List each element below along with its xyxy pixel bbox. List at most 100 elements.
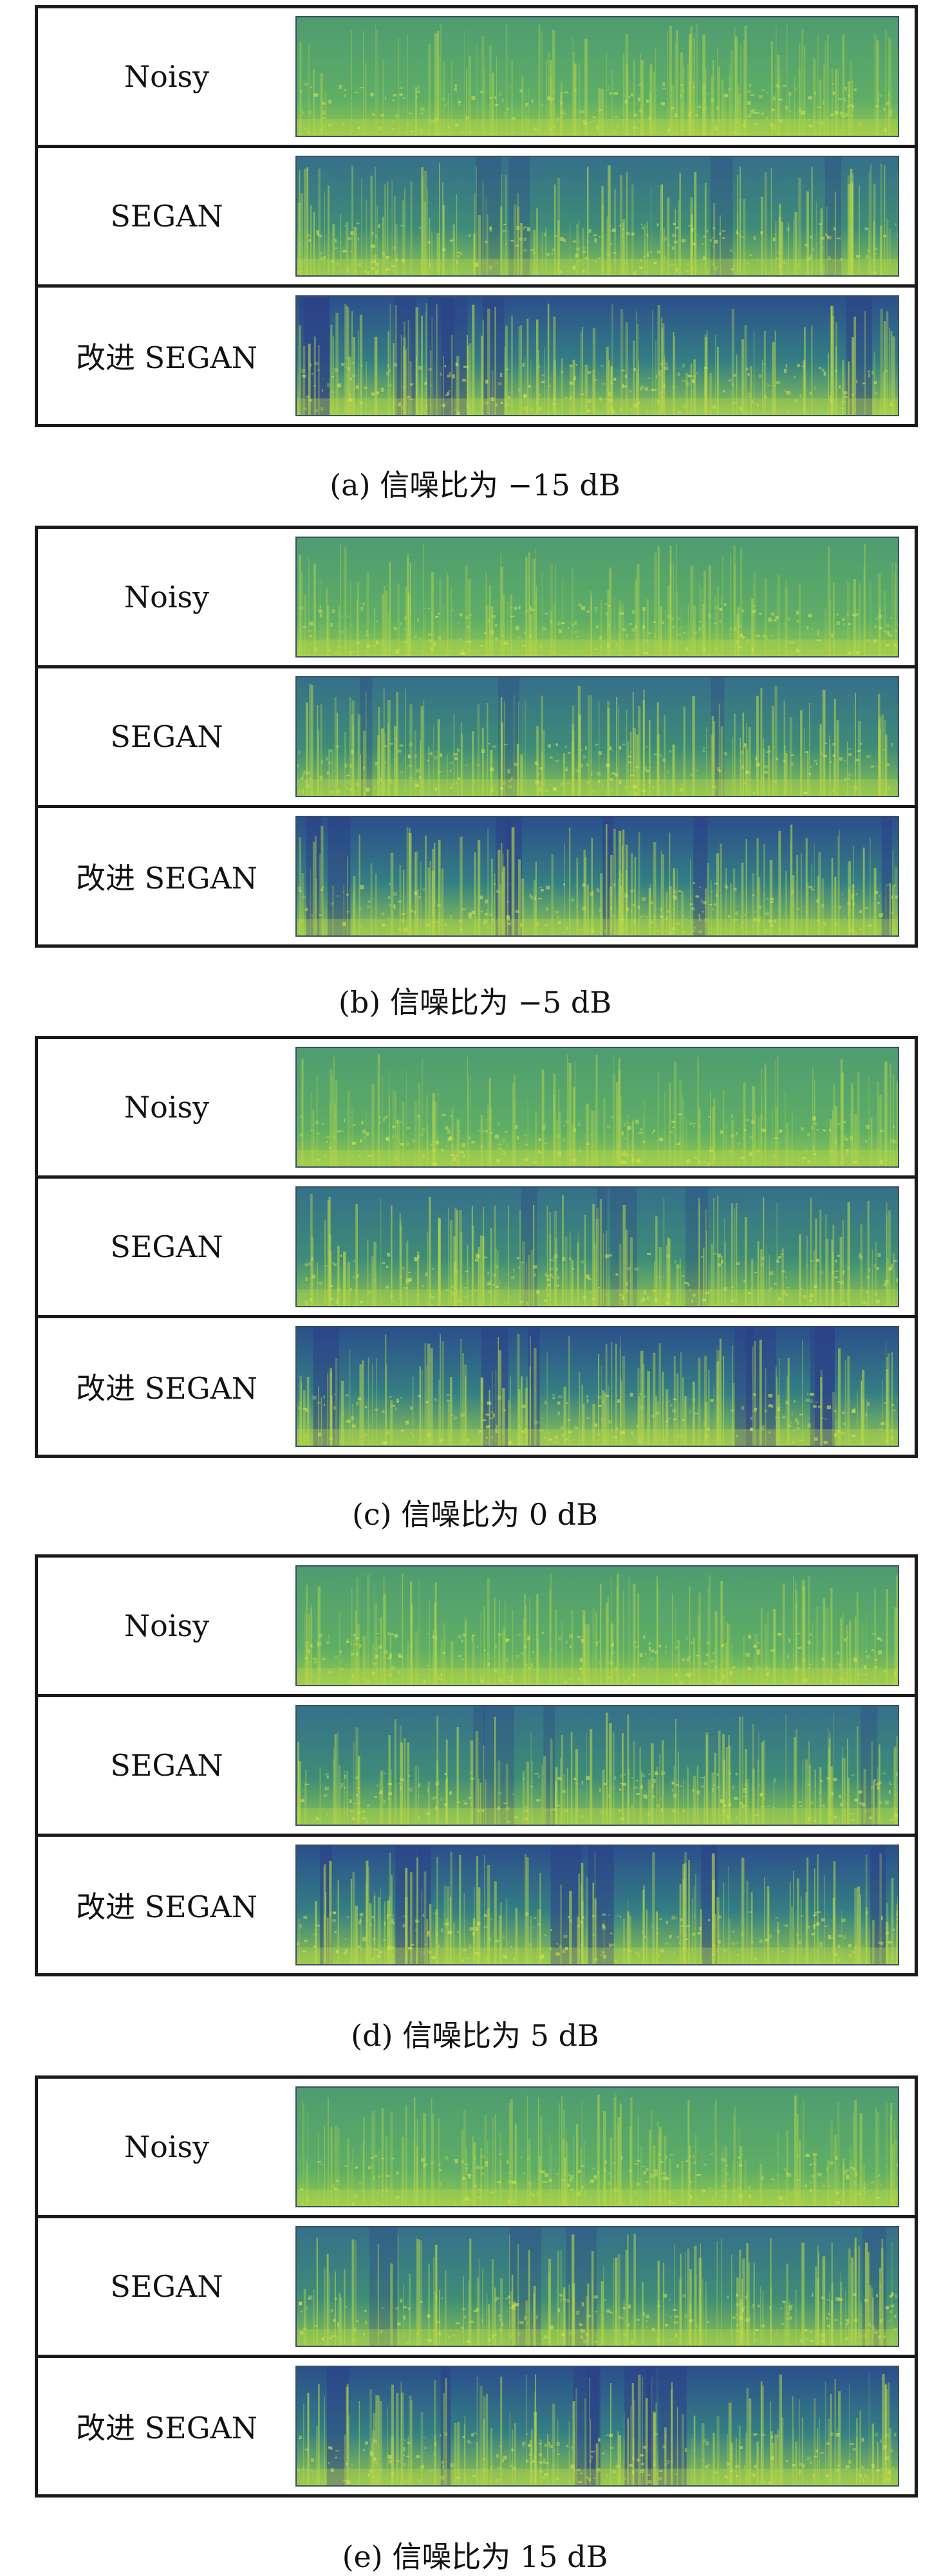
spectrogram-harmonic bbox=[300, 1134, 303, 1137]
spectrogram-harmonic bbox=[416, 917, 418, 921]
spectrogram-silence bbox=[417, 1846, 431, 1964]
spectrogram-row: Noisy bbox=[38, 529, 915, 665]
spectrogram-harmonic bbox=[703, 2163, 707, 2166]
spectrogram-harmonic bbox=[660, 915, 663, 917]
spectrogram-harmonic bbox=[642, 789, 646, 792]
spectrogram-harmonic bbox=[628, 1677, 629, 1680]
spectrogram-harmonic bbox=[553, 126, 555, 127]
spectrogram-harmonic bbox=[615, 1960, 617, 1962]
spectrogram-harmonic bbox=[495, 1135, 499, 1139]
spectrogram-harmonic bbox=[378, 269, 380, 270]
spectrogram-harmonic bbox=[795, 1667, 799, 1671]
spectrogram-harmonic bbox=[734, 888, 736, 891]
spectrogram-harmonic bbox=[636, 1424, 638, 1428]
spectrogram-harmonic bbox=[568, 752, 571, 754]
spectrogram-harmonic bbox=[495, 1429, 498, 1433]
spectrogram-harmonic bbox=[489, 266, 492, 270]
spectrogram-harmonic bbox=[678, 890, 682, 892]
spectrogram-harmonic bbox=[745, 368, 749, 371]
spectrogram-harmonic bbox=[422, 888, 425, 890]
spectrogram-harmonic bbox=[410, 399, 413, 400]
spectrogram-harmonic bbox=[475, 1258, 479, 1262]
spectrogram-harmonic bbox=[477, 1922, 480, 1926]
spectrogram-harmonic bbox=[773, 97, 776, 100]
spectrogram-harmonic bbox=[438, 1678, 442, 1680]
spectrogram-harmonic bbox=[530, 609, 534, 611]
spectrogram-harmonic bbox=[561, 102, 563, 105]
spectrogram-harmonic bbox=[712, 262, 714, 266]
spectrogram-harmonic bbox=[391, 128, 394, 129]
row-label: SEGAN bbox=[38, 1697, 295, 1834]
spectrogram-harmonic bbox=[493, 1274, 496, 1276]
spectrogram-harmonic bbox=[682, 380, 685, 382]
spectrogram-low-band bbox=[297, 779, 898, 796]
spectrogram-harmonic bbox=[595, 1642, 597, 1643]
spectrogram-harmonic bbox=[555, 1285, 559, 1287]
spectrogram-harmonic bbox=[360, 885, 364, 889]
spectrogram-harmonic bbox=[371, 244, 375, 248]
spectrogram-harmonic bbox=[757, 919, 759, 922]
spectrogram-harmonic bbox=[743, 1789, 746, 1790]
spectrogram-harmonic bbox=[449, 762, 452, 764]
spectrogram-harmonic bbox=[655, 1771, 658, 1774]
spectrogram-harmonic bbox=[793, 904, 794, 906]
spectrogram-harmonic bbox=[593, 116, 596, 118]
spectrogram-harmonic bbox=[317, 1402, 321, 1403]
spectrogram-harmonic bbox=[866, 755, 870, 758]
spectrogram-harmonic bbox=[550, 1260, 554, 1262]
spectrogram-harmonic bbox=[806, 1265, 808, 1266]
spectrogram-harmonic bbox=[611, 789, 613, 791]
spectrogram-harmonic bbox=[458, 1635, 461, 1639]
spectrogram-harmonic bbox=[461, 908, 465, 910]
spectrogram-harmonic bbox=[673, 223, 675, 225]
spectrogram-harmonic bbox=[597, 888, 599, 891]
spectrogram-harmonic bbox=[333, 1262, 335, 1265]
spectrogram-harmonic bbox=[691, 266, 694, 270]
spectrogram-harmonic bbox=[485, 380, 488, 383]
spectrogram-harmonic bbox=[700, 1777, 705, 1778]
spectrogram-harmonic bbox=[360, 403, 362, 405]
spectrogram-harmonic bbox=[511, 777, 513, 780]
spectrogram-harmonic bbox=[398, 901, 402, 903]
spectrogram-harmonic bbox=[894, 1671, 897, 1675]
spectrogram-harmonic bbox=[677, 1265, 681, 1268]
spectrogram-harmonic bbox=[666, 2177, 669, 2180]
spectrogram-harmonic bbox=[791, 1412, 793, 1415]
spectrogram-harmonic bbox=[772, 1807, 774, 1808]
spectrogram-harmonic bbox=[633, 904, 635, 906]
spectrogram-striation bbox=[879, 1854, 882, 1964]
spectrogram-harmonic bbox=[371, 2157, 373, 2159]
spectrogram-harmonic bbox=[457, 777, 460, 780]
spectrogram-harmonic bbox=[532, 99, 533, 103]
spectrogram-harmonic bbox=[560, 270, 563, 273]
spectrogram-harmonic bbox=[518, 389, 519, 391]
spectrogram-harmonic bbox=[711, 1399, 714, 1402]
spectrogram-harmonic bbox=[889, 403, 893, 406]
spectrogram-harmonic bbox=[461, 2160, 464, 2164]
spectrogram-harmonic bbox=[661, 1771, 665, 1774]
spectrogram-harmonic bbox=[856, 893, 857, 895]
spectrogram-harmonic bbox=[445, 1127, 449, 1129]
spectrogram-harmonic bbox=[743, 636, 746, 638]
spectrogram-harmonic bbox=[378, 1792, 382, 1794]
spectrogram-harmonic bbox=[588, 371, 591, 374]
spectrogram-harmonic bbox=[389, 904, 392, 906]
spectrogram-harmonic bbox=[373, 1279, 377, 1281]
spectrogram-harmonic bbox=[697, 106, 701, 108]
spectrogram-harmonic bbox=[579, 1668, 582, 1670]
spectrogram-harmonic bbox=[573, 376, 576, 380]
spectrogram-harmonic bbox=[555, 2174, 559, 2175]
spectrogram-harmonic bbox=[764, 765, 768, 768]
spectrogram-harmonic bbox=[761, 89, 765, 91]
spectrogram-harmonic bbox=[430, 404, 431, 407]
spectrogram-harmonic bbox=[381, 2158, 384, 2159]
spectrogram-harmonic bbox=[310, 235, 311, 238]
spectrogram-harmonic bbox=[428, 1951, 431, 1953]
spectrogram-harmonic bbox=[507, 107, 508, 111]
spectrogram-harmonic bbox=[795, 1419, 797, 1422]
spectrogram-harmonic bbox=[588, 1291, 592, 1293]
spectrogram-harmonic bbox=[671, 1916, 675, 1920]
spectrogram-harmonic bbox=[382, 923, 385, 926]
spectrogram-harmonic bbox=[337, 262, 339, 265]
spectrogram-harmonic bbox=[678, 1942, 680, 1944]
